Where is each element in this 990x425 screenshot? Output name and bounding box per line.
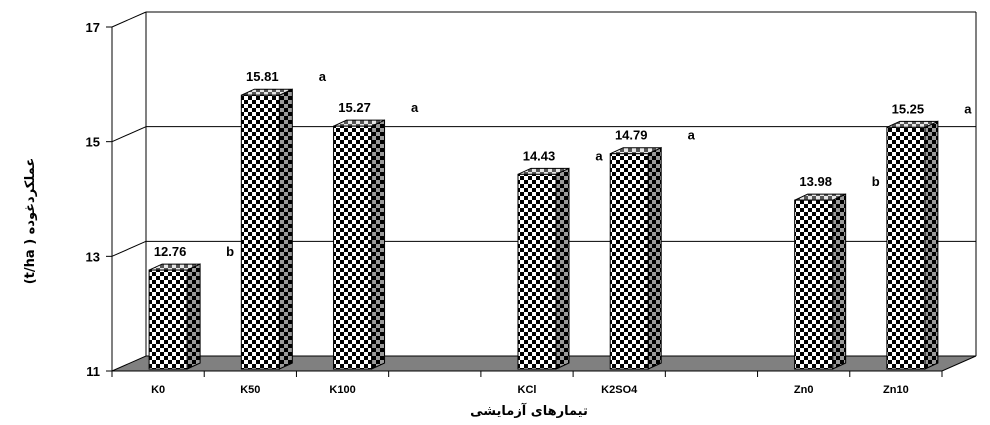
bar-kcl: 14.43 a bbox=[517, 148, 603, 370]
significance-letter: b bbox=[872, 174, 880, 189]
x-tick-label: Zn10 bbox=[883, 384, 909, 396]
significance-letter: a bbox=[319, 69, 327, 84]
x-tick-label: K2SO4 bbox=[601, 384, 638, 396]
significance-letter: a bbox=[411, 100, 419, 115]
bar-k2so4: 14.79 a bbox=[609, 128, 696, 370]
value-label: 12.76 bbox=[154, 244, 187, 259]
bars: 12.76 b 15.81 a 15.27 a 14.43 a 14.79 a 13.98 b 15.2… bbox=[148, 69, 972, 370]
y-tick-label: 17 bbox=[86, 20, 100, 35]
bar-k50: 15.81 a bbox=[240, 69, 327, 370]
bar-side bbox=[647, 146, 662, 370]
gridline-diagonal bbox=[111, 11, 147, 28]
value-label: 15.25 bbox=[892, 101, 925, 116]
bar-front bbox=[794, 199, 834, 370]
bar-front bbox=[148, 269, 188, 370]
x-tick-label: KCl bbox=[518, 384, 537, 396]
x-tick-label: K50 bbox=[240, 384, 260, 396]
bar-k100: 15.27 a bbox=[333, 100, 419, 370]
x-tick-label: Zn0 bbox=[794, 384, 814, 396]
significance-letter: b bbox=[226, 244, 234, 259]
y-tick-label: 11 bbox=[86, 364, 100, 379]
bar-k0: 12.76 b bbox=[148, 244, 234, 370]
bar-side bbox=[924, 120, 939, 370]
y-axis-label: (t/ha ) عملکردغوده bbox=[23, 158, 38, 285]
bar-zn10: 15.25 a bbox=[886, 101, 972, 370]
y-tick-label: 13 bbox=[86, 249, 100, 264]
x-tick-labels: K0 K50 K100 KCl K2SO4 Zn0 Zn10 bbox=[111, 371, 943, 396]
value-label: 14.43 bbox=[523, 148, 556, 163]
x-tick-label: K0 bbox=[151, 384, 165, 396]
value-label: 15.27 bbox=[338, 100, 371, 115]
y-tick-labels: 11 13 15 17 bbox=[86, 20, 112, 379]
x-tick-label: K100 bbox=[329, 384, 355, 396]
y-tick-label: 15 bbox=[86, 135, 100, 150]
bar-side bbox=[832, 193, 847, 370]
bar-side bbox=[555, 167, 570, 370]
gridline-diagonal bbox=[111, 126, 147, 143]
value-label: 15.81 bbox=[246, 69, 279, 84]
bar-zn0: 13.98 b bbox=[794, 174, 880, 370]
gridline-diagonal bbox=[111, 240, 147, 257]
bar-front bbox=[517, 173, 557, 370]
bar-side bbox=[186, 263, 201, 370]
significance-letter: a bbox=[595, 148, 603, 163]
x-axis-label: تیمارهای آزمایشی bbox=[470, 402, 588, 419]
bar-side bbox=[371, 119, 386, 370]
bar-front bbox=[240, 94, 280, 370]
bar-front bbox=[333, 125, 373, 370]
significance-letter: a bbox=[964, 101, 972, 116]
bar-front bbox=[886, 126, 926, 370]
value-label: 14.79 bbox=[615, 128, 648, 143]
bar-front bbox=[609, 153, 649, 370]
significance-letter: a bbox=[688, 128, 696, 143]
value-label: 13.98 bbox=[799, 174, 832, 189]
bar-side bbox=[278, 88, 293, 370]
